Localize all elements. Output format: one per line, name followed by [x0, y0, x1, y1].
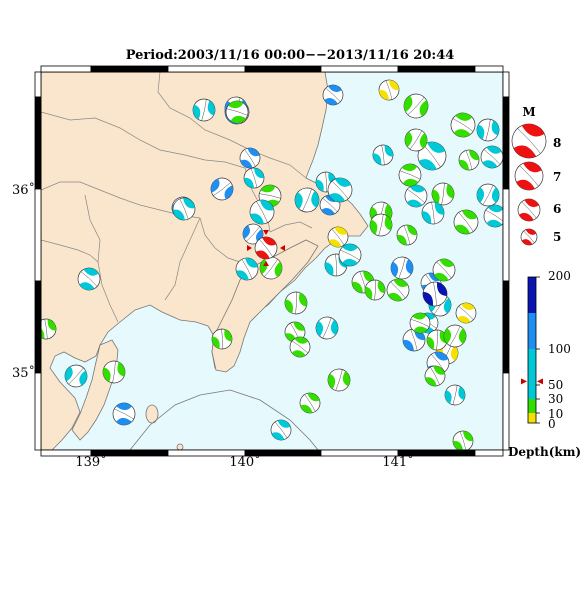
focal-mechanism-symbol[interactable] [61, 361, 91, 391]
lat-tick-label: 35˚ [12, 365, 35, 381]
lon-tick-label: 141˚ [382, 454, 413, 470]
focal-mechanism-symbol[interactable] [452, 299, 479, 326]
focal-mechanism-symbol[interactable] [446, 108, 480, 142]
focal-mechanism-symbol[interactable] [243, 167, 265, 189]
depth-label: 0 [548, 417, 556, 431]
lon-tick-label: 139˚ [75, 454, 106, 470]
focal-mechanism-symbol[interactable] [401, 125, 432, 156]
focal-mechanism-symbol[interactable] [378, 79, 400, 101]
magnitude-symbol[interactable] [506, 118, 551, 163]
focal-mechanism-symbol[interactable] [222, 97, 253, 128]
focal-mechanism-symbol[interactable] [324, 174, 356, 206]
magnitude-legend-title: M [522, 105, 535, 119]
focal-mechanism-symbol[interactable] [312, 313, 343, 344]
focal-mechanism-symbol[interactable] [208, 175, 236, 203]
depth-label: 10 [548, 407, 563, 421]
focal-mechanism-symbol[interactable] [286, 333, 314, 361]
focal-mechanism-symbol[interactable] [282, 289, 310, 317]
depth-scale: 200 100 50 30 10 0 Depth(km) [508, 269, 581, 459]
depth-color-band [528, 313, 536, 349]
main-event[interactable] [247, 230, 285, 266]
depth-label: 200 [548, 269, 571, 283]
focal-mechanism-symbol[interactable] [290, 183, 324, 217]
depth-label: 50 [548, 378, 563, 392]
epicenter-marker [263, 261, 269, 266]
epicenter-marker [247, 245, 252, 251]
map-title: Period:2003/11/16 00:00−−2013/11/16 20:4… [126, 48, 455, 63]
magnitude-legend: M 8 7 6 5 [506, 105, 561, 247]
magnitude-label: 6 [553, 202, 561, 216]
focal-mechanism-symbol[interactable] [401, 181, 432, 212]
toshima-island [176, 443, 184, 450]
focal-mechanism-symbol[interactable] [441, 381, 468, 408]
focal-mechanism-symbol[interactable] [420, 200, 445, 225]
magnitude-label: 7 [553, 170, 561, 184]
focal-mechanism-symbol[interactable] [268, 417, 294, 443]
focal-mechanism-symbol[interactable] [387, 253, 418, 284]
magnitude-label: 8 [553, 136, 561, 150]
depth-color-band [528, 413, 536, 423]
focal-mechanism-symbol[interactable] [429, 255, 458, 284]
focal-mechanism-symbol[interactable] [298, 391, 322, 415]
focal-mechanism-symbol[interactable] [210, 327, 234, 351]
focal-mechanism-symbol[interactable] [362, 277, 388, 303]
focal-mechanism-symbol[interactable] [108, 398, 139, 429]
depth-color-band [528, 349, 536, 399]
depth-color-band [528, 399, 536, 413]
focal-mechanism-symbol[interactable] [248, 198, 276, 226]
focal-mechanism-symbol[interactable] [383, 275, 412, 304]
focal-mechanism-symbol[interactable] [74, 264, 104, 294]
map-frame [34, 65, 510, 457]
magnitude-label: 5 [553, 230, 561, 244]
focal-mechanism-symbol[interactable] [423, 364, 446, 387]
depth-unit-label: Depth(km) [508, 445, 581, 459]
focal-mechanism-symbol[interactable] [406, 309, 434, 337]
focal-mechanism-symbol[interactable] [414, 138, 450, 174]
focal-mechanism-symbol[interactable] [421, 280, 449, 308]
lon-tick-label: 140˚ [229, 454, 260, 470]
focal-mechanism-symbol[interactable] [189, 95, 219, 125]
focal-mechanism-symbol[interactable] [480, 201, 511, 232]
focal-mechanism-symbol[interactable] [451, 207, 482, 238]
focal-mechanism-symbol[interactable] [234, 256, 259, 281]
depth-marker [537, 378, 543, 385]
magnitude-symbol[interactable] [514, 195, 543, 224]
focal-mechanism-symbol[interactable] [238, 146, 262, 170]
focal-mechanisms [35, 79, 511, 452]
epicenter-marker [280, 245, 285, 251]
focal-mechanism-symbol[interactable] [99, 357, 128, 386]
main-event-symbol[interactable] [252, 234, 280, 262]
focal-mechanism-symbol[interactable] [428, 179, 457, 208]
focal-mechanism-symbol[interactable] [395, 160, 426, 191]
focal-mechanism-symbol[interactable] [319, 81, 346, 108]
focal-mechanism-symbol[interactable] [452, 430, 474, 452]
depth-marker [521, 378, 527, 385]
focal-mechanism-symbol[interactable] [402, 328, 426, 352]
focal-mechanism-symbol[interactable] [473, 115, 503, 145]
depth-label: 30 [548, 392, 563, 406]
magnitude-symbol[interactable] [518, 226, 539, 247]
focal-mechanism-symbol[interactable] [439, 320, 470, 351]
focal-mechanism-symbol[interactable] [400, 90, 433, 123]
focal-mechanism-symbol[interactable] [472, 179, 503, 210]
focal-mechanism-symbol[interactable] [325, 224, 351, 250]
focal-mechanism-symbol[interactable] [366, 210, 396, 240]
depth-label: 100 [548, 342, 571, 356]
depth-color-band [528, 277, 536, 313]
magnitude-symbol[interactable] [510, 157, 547, 194]
lat-tick-label: 36˚ [12, 182, 35, 198]
focal-mechanism-symbol[interactable] [172, 197, 196, 221]
focal-mechanism-symbol[interactable] [477, 142, 507, 172]
epicenter-marker [263, 230, 269, 235]
focal-mechanism-symbol[interactable] [458, 149, 480, 171]
trench-line [129, 389, 319, 451]
focal-mechanism-symbol[interactable] [396, 224, 418, 246]
focal-mechanism-symbol[interactable] [334, 239, 365, 270]
focal-mechanism-symbol[interactable] [371, 143, 394, 166]
focal-mechanism-symbol[interactable] [324, 365, 355, 396]
